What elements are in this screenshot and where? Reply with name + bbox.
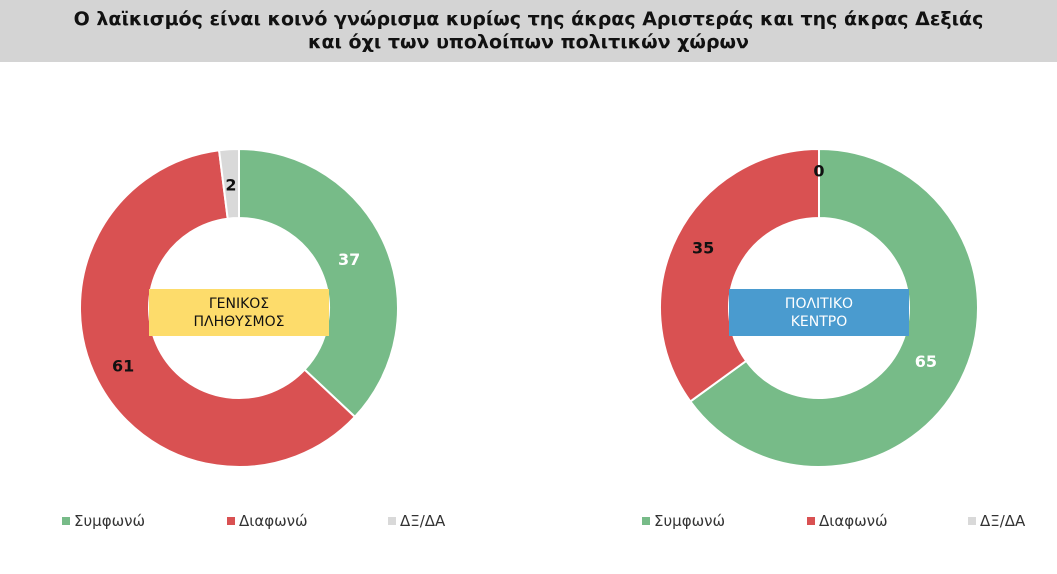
legend-item-disagree: Διαφωνώ (227, 512, 308, 530)
center-label-line: ΠΛΗΘΥΣΜΟΣ (193, 313, 285, 330)
slice-disagree (659, 147, 820, 403)
legend-item-agree: Συμφωνώ (642, 512, 725, 530)
center-label-political-center: ΠΟΛΙΤΙΚΟ ΚΕΝΤΡΟ (729, 289, 909, 336)
data-label-dk-na: 2 (225, 176, 236, 195)
center-label-general-population: ΓΕΝΙΚΟΣ ΠΛΗΘΥΣΜΟΣ (149, 289, 329, 336)
center-label-line: ΠΟΛΙΤΙΚΟ (784, 295, 854, 312)
legend-swatch-agree (642, 517, 650, 525)
data-label-agree: 65 (915, 352, 937, 371)
legend-swatch-dk-na (388, 517, 396, 525)
legend-item-dk-na: ΔΞ/ΔΑ (968, 512, 1025, 530)
slice-disagree (79, 149, 357, 468)
legend-swatch-agree (62, 517, 70, 525)
legend-swatch-disagree (227, 517, 235, 525)
slice-agree (238, 147, 399, 419)
data-label-disagree: 35 (692, 238, 714, 257)
legend-swatch-disagree (807, 517, 815, 525)
legend-item-agree: Συμφωνώ (62, 512, 145, 530)
data-label-dk-na: 0 (813, 162, 824, 181)
legend-label: ΔΞ/ΔΑ (980, 512, 1026, 530)
legend-item-disagree: Διαφωνώ (807, 512, 888, 530)
chart-title-line-1: Ο λαϊκισμός είναι κοινό γνώρισμα κυρίως … (73, 8, 984, 30)
legend-item-dk-na: ΔΞ/ΔΑ (388, 512, 445, 530)
legend-label: Διαφωνώ (239, 512, 308, 530)
legend-label: Συμφωνώ (74, 512, 146, 530)
legend-label: Διαφωνώ (819, 512, 888, 530)
center-label-line: ΓΕΝΙΚΟΣ (208, 295, 270, 312)
data-label-agree: 37 (338, 250, 360, 269)
data-label-disagree: 61 (112, 357, 134, 376)
legend-label: ΔΞ/ΔΑ (400, 512, 446, 530)
legend-label: Συμφωνώ (654, 512, 726, 530)
legend-swatch-dk-na (968, 517, 976, 525)
slice-dk-na (217, 147, 240, 220)
center-label-line: ΚΕΝΤΡΟ (790, 313, 848, 330)
title-bar: Ο λαϊκισμός είναι κοινό γνώρισμα κυρίως … (0, 0, 1057, 62)
chart-title-line-2: και όχι των υπολοίπων πολιτικών χώρων (307, 31, 750, 53)
